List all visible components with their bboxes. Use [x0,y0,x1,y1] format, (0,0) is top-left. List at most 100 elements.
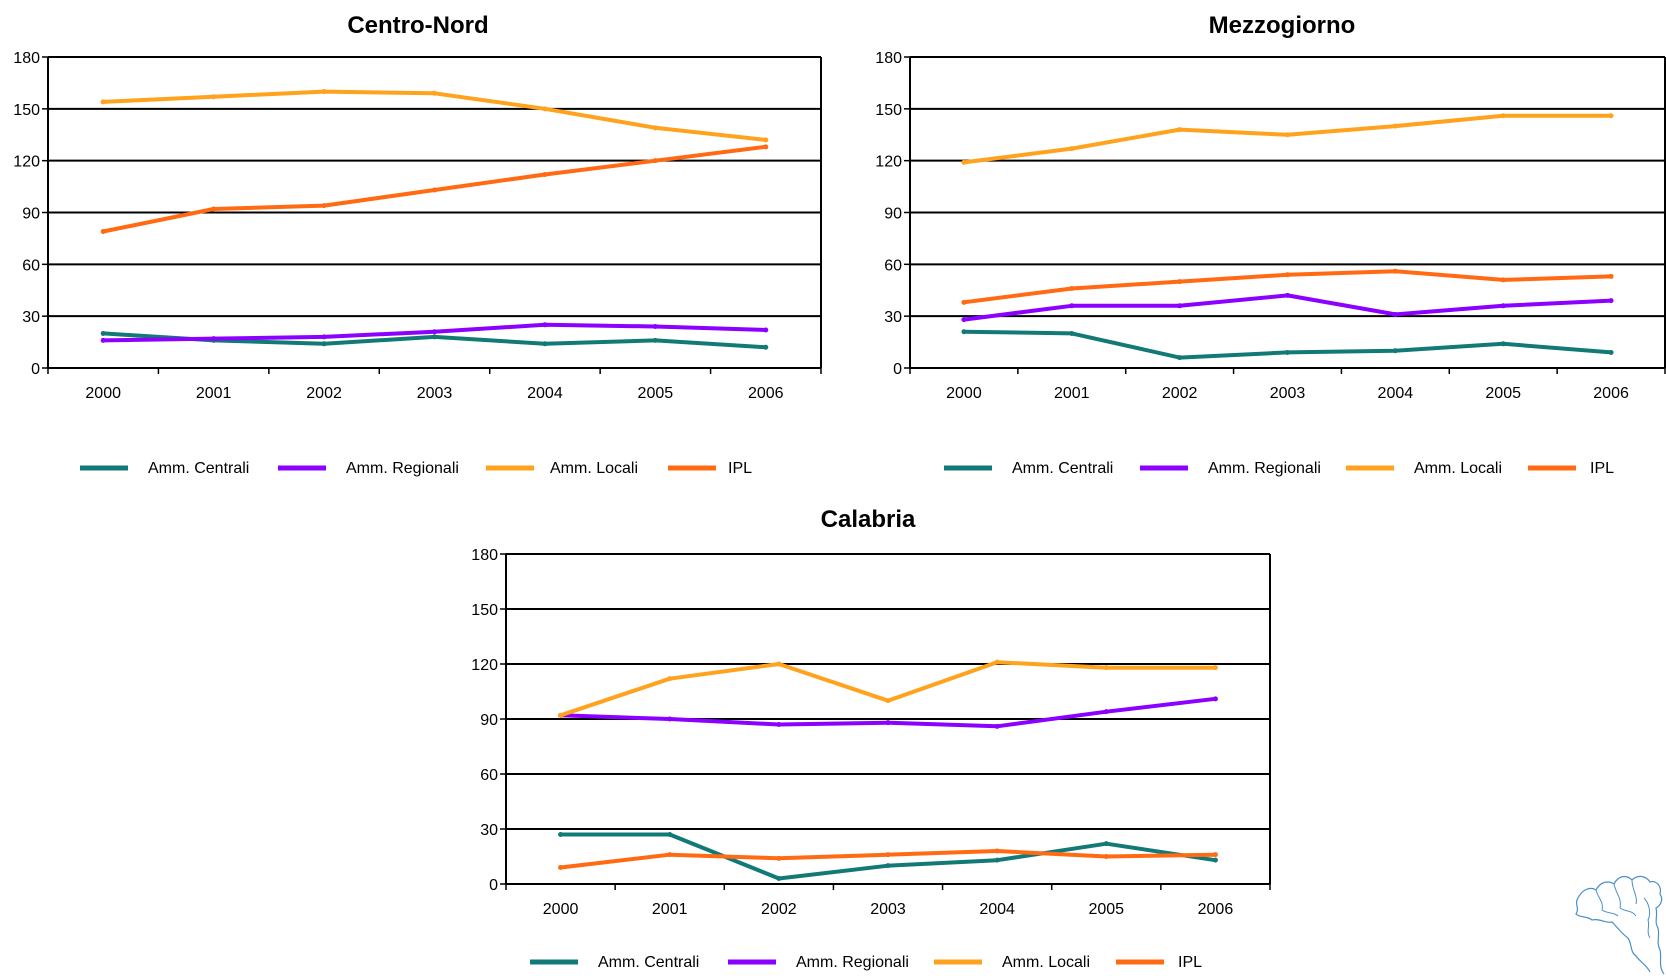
data-point [1212,665,1218,671]
legend-label: Amm. Centrali [1012,460,1113,477]
legend-label: Amm. Regionali [796,954,909,971]
data-point [1500,341,1506,347]
data-point [321,89,327,95]
data-point [1285,349,1290,355]
legend-label: IPL [728,460,752,477]
data-point [558,865,564,870]
y-tick-label: 30 [884,309,902,326]
series-line [103,89,767,142]
italy-map-outline-icon [1575,875,1665,975]
y-tick-label: 120 [13,154,40,171]
data-point [1069,303,1075,309]
data-point [776,722,782,727]
x-tick-label: 2000 [946,385,982,402]
x-tick-label: 2004 [527,385,563,402]
data-point [1608,113,1614,119]
legend-item: Amm. Centrali [80,460,249,477]
data-point [994,659,1000,665]
data-point [1069,146,1075,152]
data-point [1212,852,1218,858]
data-point [763,327,769,333]
x-tick-label: 2001 [652,901,688,918]
data-point [100,330,106,336]
data-point [652,158,658,164]
series-amm-centrali [961,329,1614,361]
legend-item: Amm. Locali [1346,460,1502,477]
legend-label: IPL [1590,460,1614,477]
series-amm-locali [100,89,769,143]
data-point [994,723,1000,729]
data-point [321,334,327,340]
y-tick-label: 180 [471,547,498,564]
x-tick-label: 2002 [306,385,342,402]
legend-label: IPL [1178,954,1202,971]
data-point [1177,127,1183,133]
data-point [1177,279,1183,285]
data-point [1285,272,1290,278]
legend-label: Amm. Regionali [1208,460,1321,477]
y-tick-label: 150 [875,102,902,119]
x-tick-label: 2001 [1054,385,1090,402]
series-amm-locali [558,659,1218,718]
series-line [559,660,1216,718]
x-tick-label: 2005 [1088,901,1124,918]
data-point [667,832,673,837]
x-tick-label: 2006 [1593,385,1629,402]
data-point [776,855,782,861]
y-tick-label: 120 [471,657,498,674]
data-point [776,661,782,667]
data-point [1392,123,1398,129]
x-tick-label: 2000 [85,385,121,402]
data-point [1608,349,1614,355]
chart-title: Centro-Nord [347,12,488,39]
legend-label: Amm. Locali [1414,460,1502,477]
data-point [1177,303,1183,309]
series-amm-centrali [558,832,1218,881]
chart-calabria: Calabria 0 30 60 90 120 150 180 2000 2001 2002 2003… [471,506,1271,971]
legend-label: Amm. Centrali [148,460,249,477]
data-point [1392,311,1398,317]
legend-label: Amm. Centrali [598,954,699,971]
legend-label: Amm. Regionali [346,460,459,477]
x-tick-label: 2006 [1198,901,1234,918]
data-point [321,341,327,347]
x-tick-label: 2005 [638,385,674,402]
data-point [961,317,967,323]
legend-item: Amm. Centrali [530,954,699,971]
data-point [100,337,106,343]
data-point [1500,113,1506,119]
x-tick-label: 2004 [979,901,1015,918]
data-point [776,876,782,881]
data-point [211,206,217,212]
chart-mezzogiorno: Mezzogiorno 0 30 60 90 120 150 180 2000 2001 2002 2… [875,12,1666,477]
x-tick-label: 2001 [196,385,232,402]
y-tick-label: 90 [22,206,40,223]
chart-centro-nord: Centro-Nord 0 30 60 90 120 150 180 2000 2001 2002 2… [13,12,822,477]
data-point [667,852,673,858]
series-line [963,113,1612,165]
data-point [1103,665,1109,671]
data-point [763,344,769,350]
y-tick-label: 30 [480,822,498,839]
data-point [667,676,673,682]
y-tick-label: 90 [480,712,498,729]
x-tick-label: 2003 [870,901,906,918]
data-point [885,698,891,704]
data-point [1103,854,1109,859]
data-point [100,99,106,105]
data-point [652,125,658,131]
series-ipl [558,848,1218,870]
x-tick-label: 2003 [1270,385,1306,402]
x-tick-label: 2003 [417,385,453,402]
y-tick-label: 0 [893,361,902,378]
data-point [1608,273,1614,279]
x-tick-label: 2006 [748,385,784,402]
data-point [1392,348,1398,354]
data-point [542,322,548,328]
data-point [961,329,967,335]
data-point [432,187,437,193]
y-tick-label: 60 [480,767,498,784]
data-point [1285,292,1290,298]
data-point [542,341,548,347]
legend-item: IPL [1528,460,1614,477]
